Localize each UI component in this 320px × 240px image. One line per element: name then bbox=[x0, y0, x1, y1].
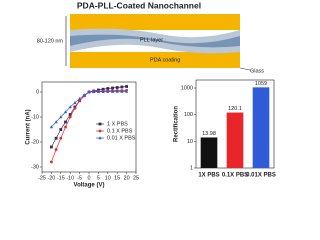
y-tick-label: -30 bbox=[31, 164, 39, 170]
point bbox=[87, 90, 91, 94]
x-tick-label: 25 bbox=[133, 175, 139, 181]
legend-marker bbox=[98, 129, 102, 133]
point bbox=[106, 89, 110, 93]
point bbox=[64, 120, 67, 124]
bar bbox=[226, 112, 244, 168]
pll-layer bbox=[70, 34, 240, 48]
y-tick-label: -10 bbox=[31, 114, 39, 120]
point bbox=[50, 145, 53, 149]
x-axis-label: Voltage (V) bbox=[74, 183, 105, 189]
y-tick-label: 1000 bbox=[181, 85, 193, 91]
point bbox=[125, 85, 128, 88]
point bbox=[101, 87, 105, 91]
glass-label: Glass bbox=[250, 68, 264, 74]
bar bbox=[252, 87, 270, 168]
pda-top bbox=[70, 14, 240, 30]
x-tick-label: 5 bbox=[97, 175, 100, 181]
x-tick-label: -15 bbox=[57, 175, 65, 181]
y-tick-label: -20 bbox=[31, 139, 39, 145]
point bbox=[125, 89, 129, 93]
y-tick-label: 10 bbox=[187, 139, 193, 145]
point bbox=[63, 110, 68, 114]
point bbox=[101, 90, 105, 93]
point bbox=[49, 125, 53, 129]
point bbox=[59, 115, 63, 119]
pll-label: PLL layer bbox=[140, 37, 163, 43]
x-tick-label: 0.1X PBS bbox=[222, 173, 248, 179]
x-tick-label: 10 bbox=[105, 175, 111, 181]
point bbox=[68, 105, 72, 109]
x-tick-label: -5 bbox=[77, 175, 82, 181]
point bbox=[59, 128, 63, 131]
legend-label: 1 X PBS bbox=[107, 121, 128, 127]
point bbox=[120, 85, 124, 89]
point bbox=[68, 113, 72, 116]
channel-diagram: PDA-PLL-Coated Nanochannel 80-120 nm PLL… bbox=[37, 0, 265, 74]
point bbox=[50, 160, 53, 164]
point bbox=[64, 125, 67, 129]
value-label: 1059 bbox=[255, 81, 267, 87]
point bbox=[82, 93, 86, 97]
point bbox=[110, 89, 115, 93]
point bbox=[59, 136, 63, 140]
x-tick-label: -10 bbox=[66, 175, 74, 181]
point bbox=[106, 87, 110, 90]
point bbox=[54, 148, 58, 151]
y-tick-label: 1 bbox=[190, 165, 193, 171]
point bbox=[54, 120, 58, 124]
point bbox=[54, 136, 58, 140]
pda-bottom bbox=[70, 52, 240, 68]
y-axis-label: Current (nA) bbox=[26, 109, 32, 144]
bar bbox=[200, 137, 218, 168]
x-tick-label: 1X PBS bbox=[198, 173, 219, 179]
point bbox=[73, 101, 77, 104]
legend-marker bbox=[98, 122, 102, 126]
x-tick-label: 20 bbox=[124, 175, 130, 181]
point bbox=[115, 89, 119, 93]
page: {"diagram": {"title": "PDA-PLL-Coated Na… bbox=[25, 0, 276, 189]
glass-pointer bbox=[239, 67, 251, 71]
diagram-title: PDA-PLL-Coated Nanochannel bbox=[77, 0, 201, 10]
point bbox=[111, 86, 114, 90]
legend-label: 0.1 X PBS bbox=[107, 128, 133, 134]
figure: PDA-PLL-Coated Nanochannel 80-120 nm PLL… bbox=[26, 0, 276, 189]
point bbox=[78, 99, 81, 103]
point bbox=[73, 106, 77, 110]
height-label: 80-120 nm bbox=[37, 38, 64, 44]
y-axis-label: Rectification bbox=[174, 106, 180, 142]
point bbox=[78, 97, 82, 100]
value-label: 120.1 bbox=[228, 106, 242, 112]
value-label: 13.98 bbox=[202, 131, 216, 137]
x-tick-label: 15 bbox=[114, 175, 120, 181]
x-tick-label: 0.01X PBS bbox=[246, 173, 276, 179]
point bbox=[120, 89, 124, 93]
pda-label: PDA coating bbox=[150, 57, 180, 63]
point bbox=[115, 86, 119, 89]
point bbox=[92, 90, 96, 94]
legend-marker bbox=[98, 136, 102, 140]
y-tick-label: 0 bbox=[36, 89, 39, 95]
point bbox=[68, 115, 72, 119]
x-tick-label: -20 bbox=[47, 175, 55, 181]
y-tick-label: 100 bbox=[184, 112, 193, 118]
x-tick-label: 0 bbox=[87, 175, 90, 181]
point bbox=[96, 90, 100, 93]
legend-label: 0.01 X PBS bbox=[107, 135, 136, 141]
x-tick-label: -25 bbox=[38, 175, 46, 181]
